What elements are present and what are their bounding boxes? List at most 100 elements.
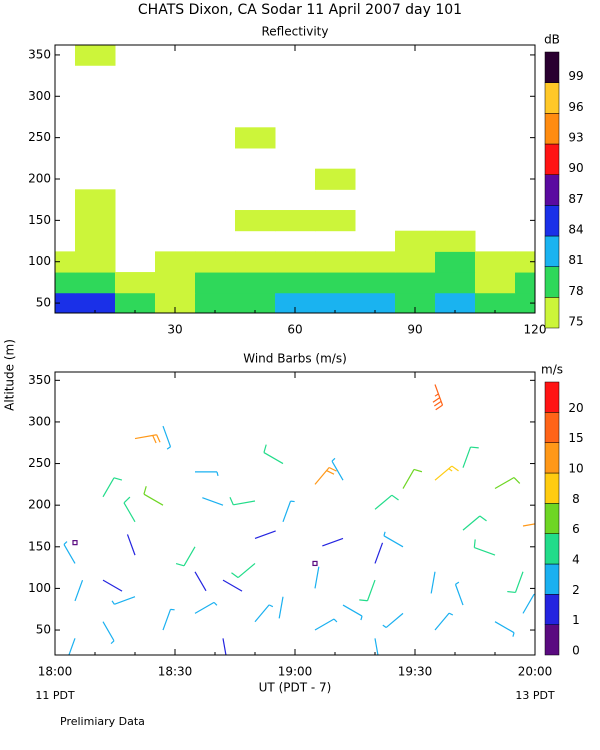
barb-feather [512,632,515,637]
barb-staff [514,571,524,593]
barb-staff [331,460,344,481]
wind-barb [522,593,535,614]
x-tick-label: 19:30 [398,665,433,679]
barb-staff [222,638,227,655]
barb-staff [430,571,436,594]
wind-barb [102,621,115,645]
barb-staff [522,523,535,527]
barb-feather [433,400,442,407]
y-tick-label: 250 [28,130,51,144]
y-tick-label: 50 [36,296,51,310]
contour-cell [55,292,76,313]
barb-feather [216,471,219,477]
barb-staff [202,497,224,506]
barb-feather [359,599,368,602]
colorbar-swatch [544,503,560,534]
wind-barb [374,494,399,510]
barb-staff [63,544,76,564]
barb-feather [448,612,454,616]
colorbar-swatch [544,174,560,206]
wind-barb [434,612,454,631]
barb-staff [183,546,196,567]
contour-cell [155,272,196,294]
barb-feather [434,393,439,397]
colorbar-tick-label: 2 [572,583,580,597]
barb-staff [385,612,404,628]
barb-feather [143,486,147,495]
colorbar-tick-label: 81 [568,253,583,267]
contour-cell [155,251,196,273]
contour-cell [195,272,236,294]
wind-barb [382,612,404,629]
wind-barb [322,537,344,547]
contour-cell [315,210,356,232]
page-title: CHATS Dixon, CA Sodar 11 April 2007 day … [138,2,462,18]
wind-barb [194,601,218,614]
colorbar-tick-label: 84 [568,223,583,237]
wind-barb [454,581,464,606]
colorbar-swatch [544,266,560,298]
y-tick-label: 350 [28,373,51,387]
colorbar-tick-label: 6 [572,522,580,536]
colorbar-tick-label: 1 [572,613,580,627]
contour-cell [395,230,436,252]
contour-cell [475,251,516,273]
colorbar-swatch [544,594,560,625]
contour-cell [435,230,476,252]
contour-cell [515,272,535,294]
panel-title: Wind Barbs (m/s) [243,352,347,366]
contour-cell [395,272,436,294]
colorbar-tick-label: 8 [572,492,580,506]
x-tick-label: 120 [524,323,547,337]
wind-barb [254,530,276,540]
colorbar-tick-label: 15 [568,431,583,445]
wind-barb [462,515,487,531]
colorbar-swatch [544,412,560,443]
barb-feather [123,496,131,504]
barb-feather [470,446,479,449]
wind-barb [434,465,459,481]
barb-staff [162,609,172,631]
barb-staff [314,566,320,589]
wind-barb [263,444,284,465]
contour-cell [195,292,236,313]
x-tick-label: 18:30 [158,665,193,679]
barb-feather [152,435,157,444]
colorbar-tick-label: 93 [568,131,583,145]
x-tick-label: 18:00 [38,665,73,679]
y-tick-label: 350 [28,47,51,61]
barb-feather [268,604,274,608]
barb-staff [143,493,164,506]
colorbar-tick-label: 90 [568,161,583,175]
wind-barb [134,434,161,444]
barb-staff [454,584,464,606]
contour-cell [435,272,476,294]
colorbar-swatch [544,51,560,83]
wind-barb [432,384,444,411]
contour-cell [275,210,316,232]
wind-barb [222,579,243,592]
contour-cell [395,292,436,313]
contour-cell [275,272,316,294]
barb-feather [213,601,218,606]
barb-feather [156,434,161,443]
y-tick-label: 300 [28,89,51,103]
wind-barb [74,580,84,602]
wind-barb [111,596,136,605]
barb-staff [68,638,76,655]
barb-feather [513,477,521,484]
y-tick-label: 100 [28,581,51,595]
contour-cell [435,292,476,313]
barb-staff [263,452,284,465]
y-tick-label: 150 [28,213,51,227]
contour-cell [75,230,116,252]
contour-cell [235,127,276,149]
contour-cell [315,292,356,313]
wind-barb [175,546,196,567]
barb-staff [462,515,481,531]
barb-staff [74,580,84,602]
barb-staff [402,469,415,489]
contour-cell [315,272,356,294]
wind-barb [494,477,521,490]
